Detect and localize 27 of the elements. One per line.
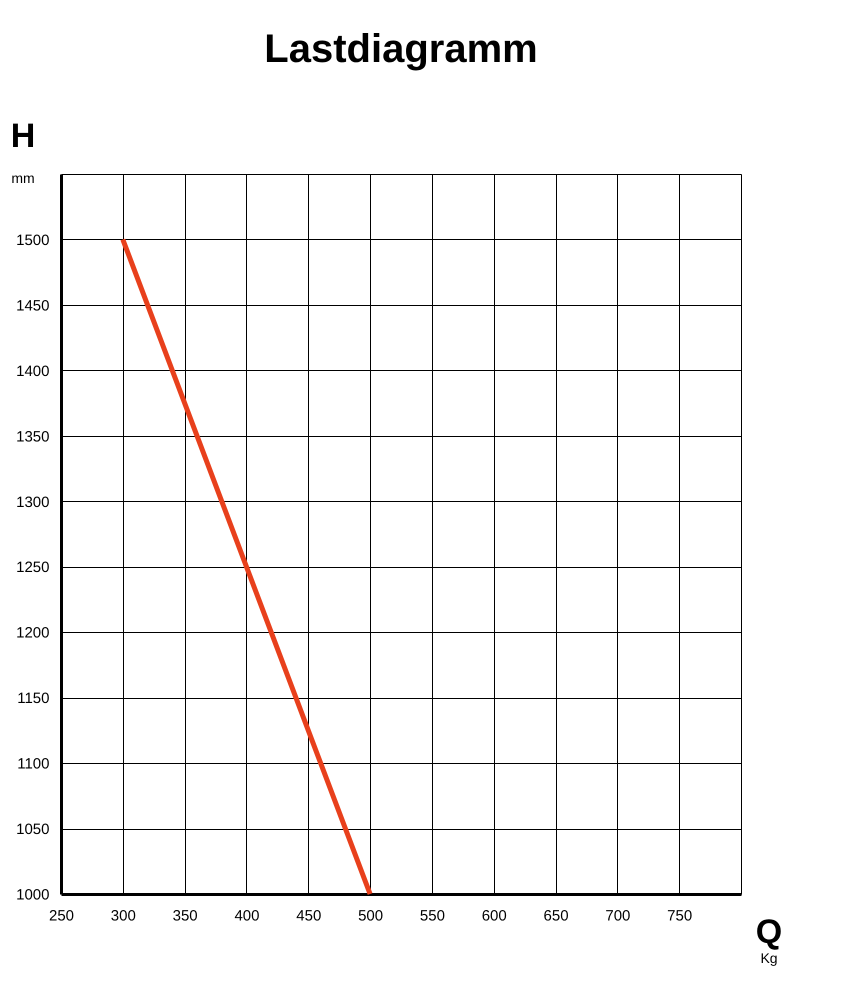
x-tick-label: 250	[48, 908, 74, 924]
x-tick-label: 600	[482, 908, 507, 924]
y-tick-label: 1050	[16, 821, 50, 838]
x-tick-label: 500	[358, 908, 384, 924]
text: Kg	[760, 950, 778, 966]
y-tick-label: 1000	[16, 886, 50, 904]
x-tick-label: 650	[544, 908, 569, 924]
y-tick-label: 1200	[16, 624, 50, 642]
y-tick-label: 1300	[16, 494, 50, 511]
x-tick-label: 550	[420, 908, 445, 924]
y-tick-label: 1100	[17, 756, 50, 773]
y-tick-label: 1500	[16, 232, 50, 249]
y-tick-label: 1250	[16, 559, 50, 576]
y-tick-label: 1150	[17, 690, 50, 708]
x-tick-label: 400	[234, 908, 260, 924]
x-tick-label: 350	[172, 908, 198, 924]
y-tick-label: 1350	[16, 428, 50, 446]
x-tick-label: 700	[605, 908, 630, 924]
x-axis-title: Q	[756, 913, 782, 951]
y-axis-title: H	[10, 117, 36, 155]
x-tick-label: 750	[667, 908, 692, 924]
text: mm	[11, 170, 35, 186]
chart-title: Lastdiagramm	[264, 27, 538, 71]
x-tick-label: 450	[296, 908, 322, 924]
y-tick-label: 1450	[16, 297, 50, 314]
y-tick-label: 1400	[16, 362, 50, 380]
x-tick-label: 300	[110, 908, 136, 924]
